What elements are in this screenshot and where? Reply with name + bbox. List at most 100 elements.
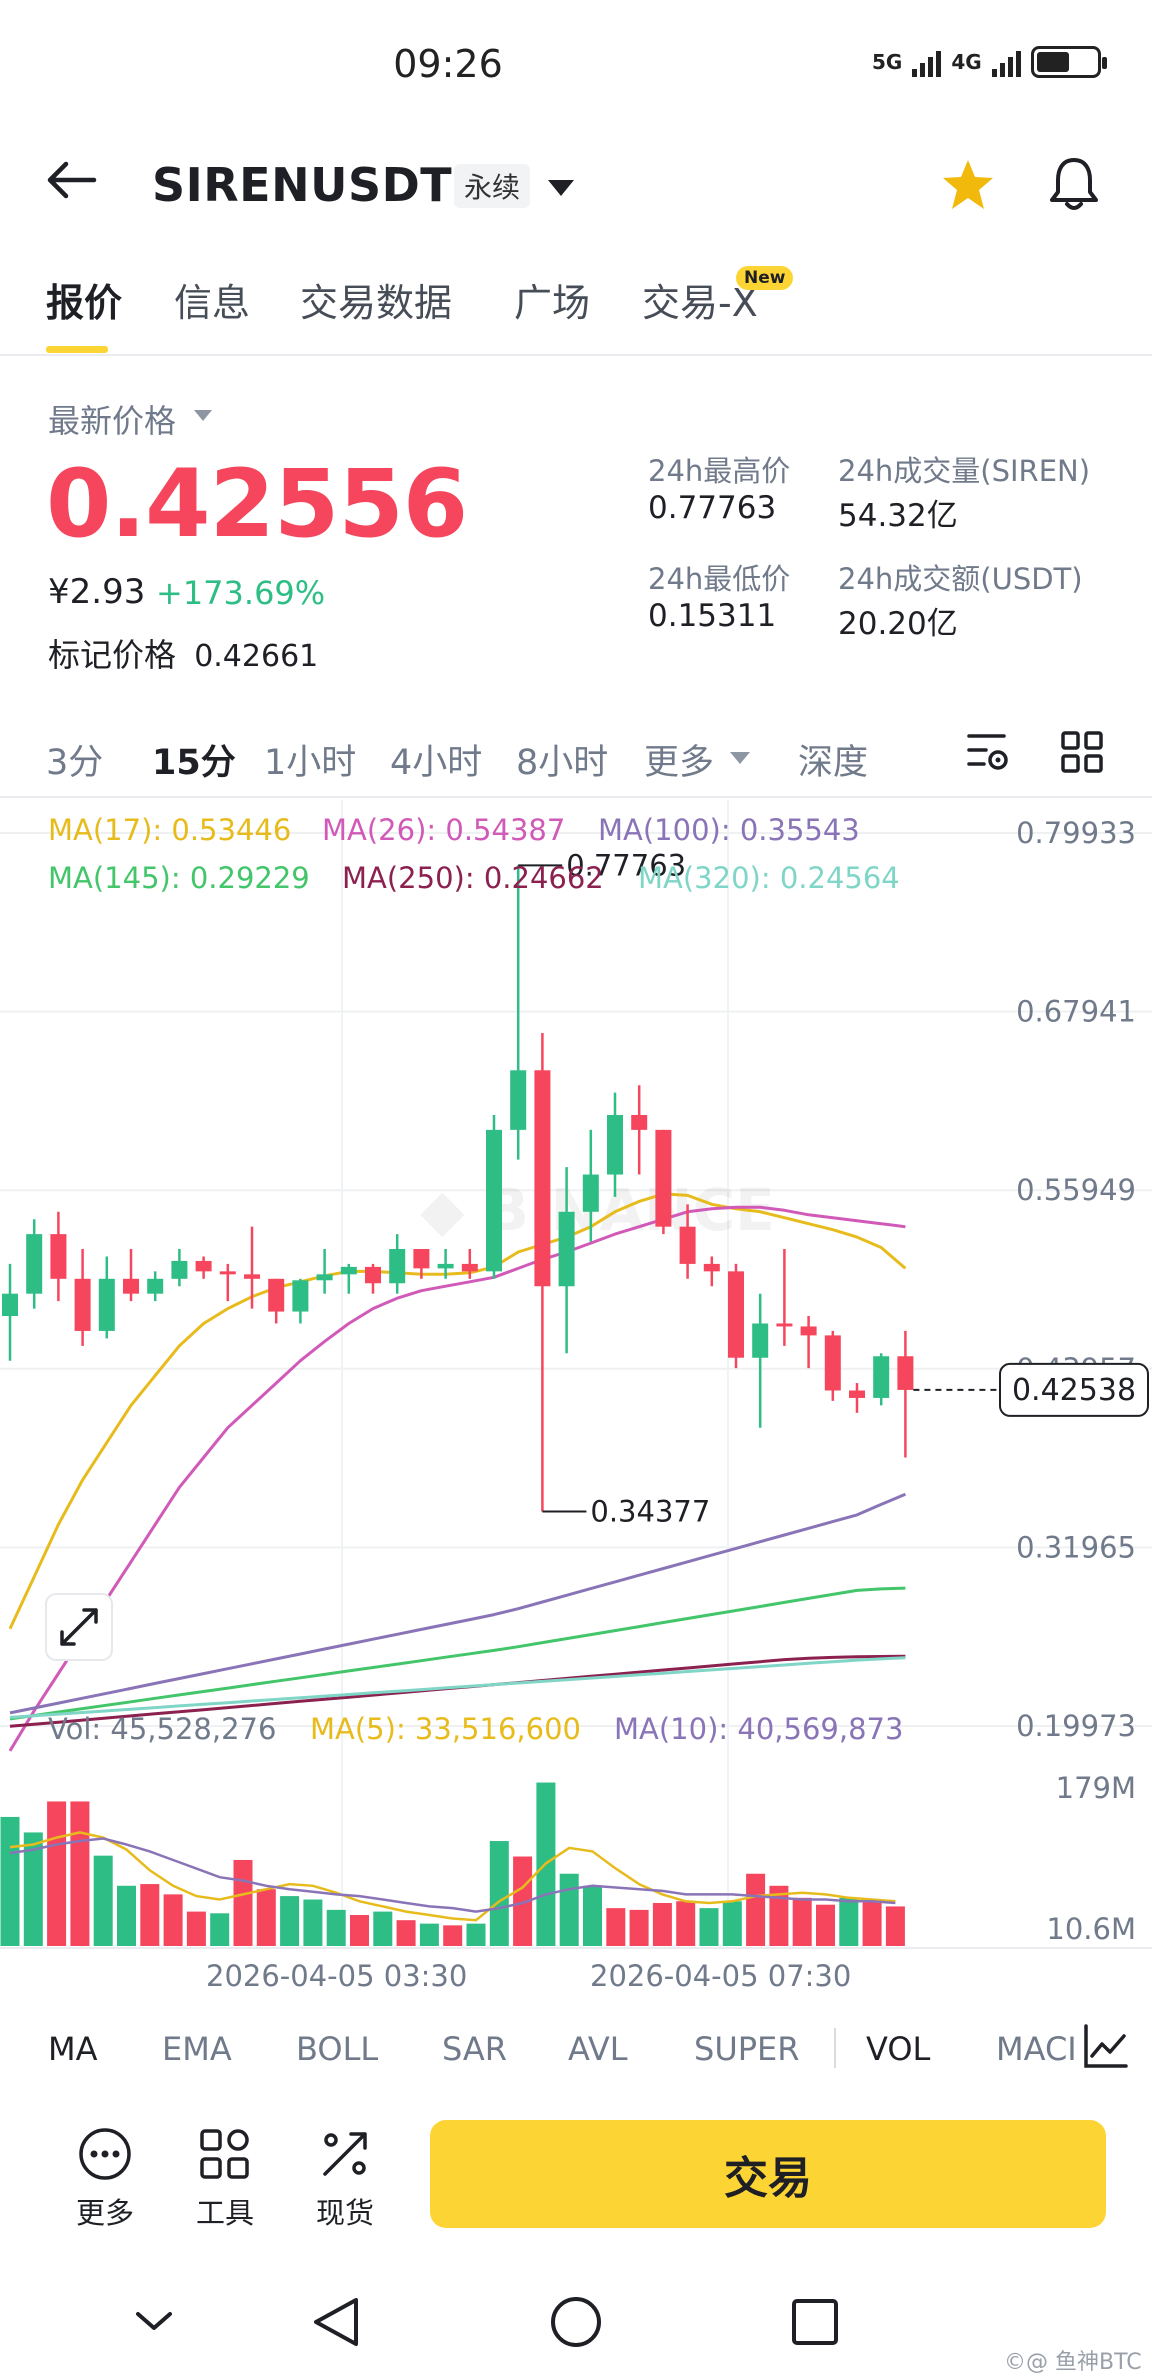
price-axis-label: 0.67941 <box>1016 995 1136 1029</box>
timeframe-4h[interactable]: 4小时 <box>390 743 483 783</box>
nav-home-icon[interactable] <box>551 2297 601 2347</box>
current-price-label: 0.42538 <box>1012 1373 1136 1408</box>
tabs-divider <box>0 354 1152 356</box>
symbol-title[interactable]: SIRENUSDT <box>152 158 453 212</box>
volume-bar <box>70 1801 90 1946</box>
timeframe-15m[interactable]: 15分 <box>152 743 236 783</box>
chart-grid <box>0 800 1152 1948</box>
candle-body <box>582 1174 599 1212</box>
trade-button[interactable]: 交易 <box>430 2120 1106 2228</box>
tab-square[interactable]: 广场 <box>514 281 591 325</box>
more-action[interactable]: 更多 <box>60 2126 150 2232</box>
tab-info[interactable]: 信息 <box>174 281 251 325</box>
back-arrow-icon[interactable] <box>46 160 98 200</box>
indicator-macd[interactable]: MACI <box>996 2030 1076 2068</box>
candle-body <box>123 1278 139 1294</box>
timeframe-more[interactable]: 更多 <box>644 743 715 783</box>
indicator-avl[interactable]: AVL <box>568 2030 628 2068</box>
volume-bar <box>443 1925 463 1946</box>
indicator-ma[interactable]: MA <box>48 2030 98 2068</box>
indicator-chart-icon[interactable] <box>1082 2022 1130 2070</box>
ma17-legend: MA(17): 0.53446 <box>48 813 291 847</box>
candle-body <box>26 1234 43 1294</box>
indicator-boll[interactable]: BOLL <box>296 2030 379 2068</box>
high-24h-value: 0.77763 <box>648 490 777 526</box>
expand-chart-button[interactable] <box>45 1593 113 1661</box>
candle-body <box>534 1070 551 1287</box>
volume-bar <box>816 1904 835 1946</box>
time-label-1: 2026-04-05 03:30 <box>206 1959 467 1993</box>
ma26-legend: MA(26): 0.54387 <box>322 813 565 847</box>
volume-bar <box>676 1901 696 1946</box>
tab-quote[interactable]: 报价 <box>46 281 123 325</box>
candle-body <box>510 1070 527 1130</box>
tab-trading-data[interactable]: 交易数据 <box>300 281 453 325</box>
candle-body <box>849 1390 865 1398</box>
candle-body <box>244 1274 260 1279</box>
grid-layout-icon[interactable] <box>1060 730 1104 774</box>
volume-bar <box>606 1908 626 1946</box>
spot-action[interactable]: 现货 <box>300 2126 390 2232</box>
volume-bar <box>256 1889 276 1946</box>
indicator-vol[interactable]: VOL <box>866 2030 931 2068</box>
favorite-star-icon[interactable] <box>940 158 996 212</box>
timeframe-1h[interactable]: 1小时 <box>264 743 357 783</box>
volume-bar <box>489 1841 509 1946</box>
candle-body <box>728 1271 744 1358</box>
candle-body <box>292 1280 309 1312</box>
high-marker-label: 0.77763 <box>566 848 686 882</box>
chart-settings-icon[interactable] <box>966 730 1012 774</box>
candle-body <box>752 1323 769 1358</box>
candlestick-chart[interactable]: ◆ BINANCE 0.799330.679410.559490.439570.… <box>0 800 1152 1995</box>
cny-price: ¥2.93 <box>48 572 146 612</box>
volume-quote-value: 20.20亿 <box>838 606 958 642</box>
volume-bar <box>117 1885 136 1946</box>
expand-icon <box>60 1608 98 1646</box>
last-price-caret-icon[interactable] <box>194 410 212 421</box>
timeframe-3m[interactable]: 3分 <box>46 743 104 783</box>
indicator-super[interactable]: SUPER <box>694 2030 800 2068</box>
volume-bar <box>280 1896 300 1946</box>
volume-bar <box>373 1911 393 1946</box>
candle-body <box>655 1129 672 1227</box>
volume-quote-label: 24h成交额(USDT) <box>838 562 1083 596</box>
candle-body <box>50 1234 67 1279</box>
network-5g-label: 5G <box>872 50 903 74</box>
volume-bar <box>746 1873 766 1946</box>
timeframe-8h[interactable]: 8小时 <box>516 743 609 783</box>
volume-base-label: 24h成交量(SIREN) <box>838 454 1091 488</box>
timeframe-divider <box>0 796 1152 798</box>
tab-trade-x[interactable]: 交易-X <box>642 281 758 325</box>
timeframe-more-caret-icon[interactable] <box>730 752 750 764</box>
price-axis-label: 0.19973 <box>1016 1709 1136 1743</box>
price-axis: 0.799330.679410.559490.439570.319650.199… <box>1016 816 1136 1743</box>
indicator-sar[interactable]: SAR <box>442 2030 508 2068</box>
candle-body <box>147 1278 164 1294</box>
volume-bar <box>722 1901 742 1946</box>
nav-recents-icon[interactable] <box>792 2299 838 2345</box>
volume-bar <box>233 1859 253 1946</box>
price-axis-label: 0.31965 <box>1016 1530 1136 1564</box>
current-price-box <box>999 1362 1149 1417</box>
candle-body <box>171 1260 188 1279</box>
volume-bar <box>326 1909 346 1946</box>
status-icons: 5G 4G <box>872 46 1107 78</box>
last-price-label[interactable]: 最新价格 <box>48 402 177 440</box>
nav-back-icon[interactable] <box>314 2298 358 2346</box>
candle-body <box>316 1274 333 1281</box>
volume-bar <box>559 1873 579 1946</box>
volume-bar <box>629 1909 649 1946</box>
volume-base-value: 54.32亿 <box>838 498 958 534</box>
volume-bar <box>350 1915 369 1946</box>
low-24h-label: 24h最低价 <box>648 562 791 596</box>
more-dots-icon <box>79 2128 131 2180</box>
symbol-dropdown-icon[interactable] <box>548 180 574 196</box>
candle-body <box>631 1114 648 1130</box>
indicator-ema[interactable]: EMA <box>162 2030 232 2068</box>
signal-icon <box>912 47 942 77</box>
bell-icon[interactable] <box>1046 154 1102 214</box>
tools-action[interactable]: 工具 <box>180 2126 270 2232</box>
candle-body <box>219 1271 236 1275</box>
depth-tab[interactable]: 深度 <box>798 743 869 783</box>
nav-hide-keyboard-icon[interactable] <box>136 2312 172 2330</box>
